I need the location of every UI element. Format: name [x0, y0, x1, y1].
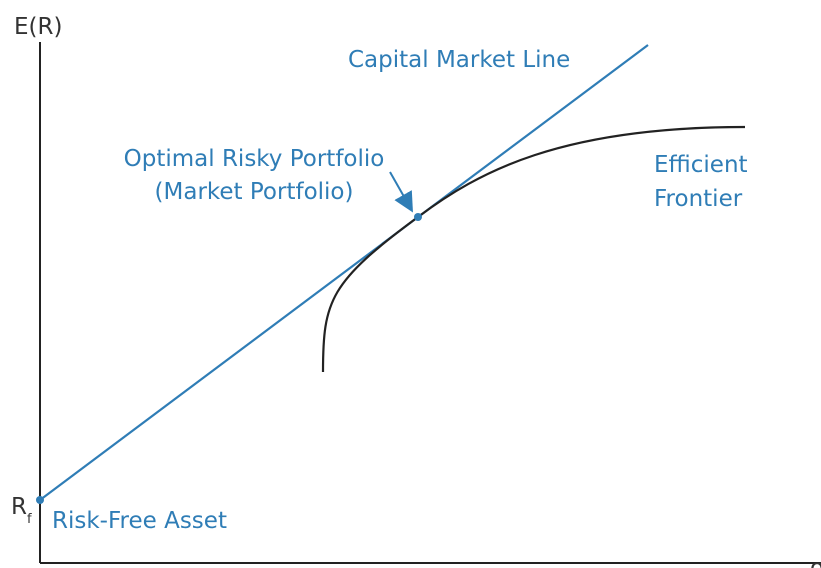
optimal-label: (Market Portfolio): [155, 179, 354, 205]
cml-label: Capital Market Line: [348, 47, 570, 73]
capital-market-line: [39, 44, 649, 501]
arrow: [389, 171, 413, 213]
y-axis-label: E(R): [14, 14, 62, 40]
frontier-label: Frontier: [654, 186, 743, 212]
optimal-label: Optimal Risky Portfolio: [124, 146, 385, 172]
risk-free-label: Risk-Free Asset: [52, 508, 227, 534]
efficient-frontier: [321, 125, 746, 373]
rf-subscript: f: [27, 512, 32, 527]
rf-symbol: R: [11, 494, 27, 520]
frontier-label: Efficient: [654, 152, 748, 178]
x-axis-label: σ: [810, 555, 821, 568]
risk-free-point: [36, 496, 44, 504]
optimal-point: [414, 213, 422, 221]
